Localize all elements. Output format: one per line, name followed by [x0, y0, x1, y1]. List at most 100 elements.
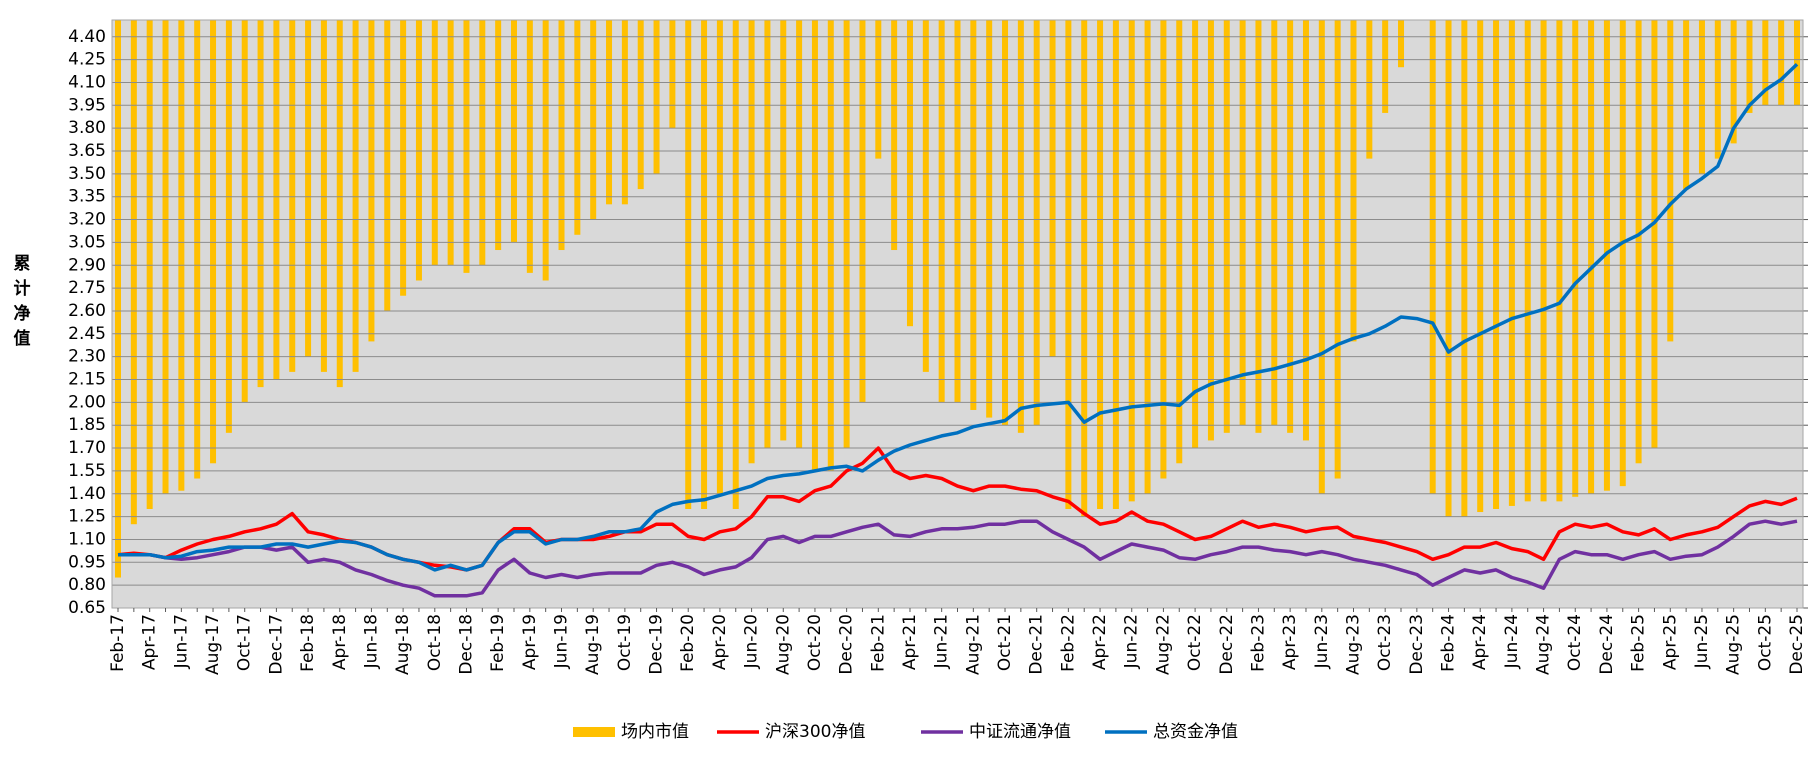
y-tick-label: 2.15 [68, 370, 106, 390]
x-tick-label: Oct-18 [425, 614, 445, 671]
legend-item: 沪深300净值 [717, 722, 865, 742]
bar [716, 20, 723, 494]
x-tick-label: Feb-18 [298, 614, 318, 672]
line-series [118, 62, 1799, 572]
x-tick-label: Dec-24 [1597, 614, 1617, 675]
bar [1271, 20, 1278, 426]
bar [1635, 20, 1642, 464]
x-tick-label: Aug-22 [1153, 614, 1173, 675]
y-tick-label: 1.85 [68, 415, 106, 435]
x-tick-label: Feb-25 [1629, 614, 1649, 672]
bar [1461, 20, 1468, 517]
bar [1144, 20, 1151, 494]
bar [938, 20, 945, 403]
bar [1540, 20, 1547, 502]
x-tick-label: Jun-22 [1122, 614, 1142, 669]
x-tick-label: Dec-18 [456, 614, 476, 675]
bar [1160, 20, 1167, 479]
bar [796, 20, 803, 449]
y-tick-label: 1.40 [68, 484, 106, 504]
bar [305, 20, 312, 357]
bar [1762, 20, 1769, 106]
y-tick-label: 2.45 [68, 324, 106, 344]
legend-label: 总资金净值 [1153, 722, 1238, 742]
bar [1508, 20, 1515, 506]
x-tick-label: Aug-17 [203, 614, 223, 675]
line-series [118, 519, 1798, 598]
bar [701, 20, 708, 509]
bar [574, 20, 581, 235]
bar [162, 20, 169, 494]
y-tick-label: 4.25 [68, 50, 106, 70]
bar [1176, 20, 1183, 464]
x-tick-label: Jun-25 [1692, 614, 1712, 669]
x-tick-label: Feb-21 [868, 614, 888, 672]
bar [368, 20, 375, 342]
x-tick-label: Jun-17 [171, 614, 191, 669]
y-tick-label: 2.60 [68, 301, 106, 321]
y-tick-label: 3.65 [68, 141, 106, 161]
bar [210, 20, 217, 464]
bar [1255, 20, 1262, 433]
bar [542, 20, 549, 281]
x-tick-label: Jun-21 [932, 614, 952, 669]
y-tick-label: 4.40 [68, 27, 106, 47]
bar [1350, 20, 1357, 342]
x-tick-label: Feb-23 [1248, 614, 1268, 672]
x-tick-label: Oct-24 [1565, 614, 1585, 671]
bar [1207, 20, 1214, 441]
y-tick-label: 2.75 [68, 278, 106, 298]
bar [1493, 20, 1500, 509]
bar [1477, 20, 1484, 513]
x-tick-label: Feb-20 [678, 614, 698, 672]
x-tick-label: Jun-23 [1312, 614, 1332, 669]
x-tick-label: Oct-25 [1755, 614, 1775, 671]
bar [669, 20, 676, 129]
y-tick-label: 3.80 [68, 118, 106, 138]
y-tick-label: 0.95 [68, 552, 106, 572]
x-tick-label: Oct-19 [615, 614, 635, 671]
y-tick-label: 1.25 [68, 507, 106, 527]
x-tick-label: Apr-17 [140, 614, 160, 670]
legend-item: 总资金净值 [1105, 722, 1238, 742]
legend-label: 场内市值 [621, 722, 689, 742]
bar [558, 20, 565, 251]
x-tick-label: Aug-23 [1343, 614, 1363, 675]
x-tick-label: Jun-18 [361, 614, 381, 669]
y-tick-label: 1.55 [68, 461, 106, 481]
x-tick-label: Oct-20 [805, 614, 825, 671]
bar [1065, 20, 1072, 509]
bar [590, 20, 597, 220]
x-tick-label: Apr-23 [1280, 614, 1300, 670]
bar [780, 20, 787, 441]
bar [843, 20, 850, 449]
bar [130, 20, 137, 525]
bar [194, 20, 201, 479]
bar [1683, 20, 1690, 190]
y-axis-title-text: 累计净值 [14, 254, 31, 349]
bar [1287, 20, 1294, 433]
bar [1794, 20, 1800, 106]
bar [1556, 20, 1563, 502]
bar [859, 20, 866, 403]
bar [1081, 20, 1088, 517]
bar [811, 20, 818, 471]
bar [415, 20, 422, 281]
bar [891, 20, 898, 251]
x-tick-label: Aug-18 [393, 614, 413, 675]
bar [178, 20, 185, 491]
bar [1429, 20, 1436, 494]
bar [1049, 20, 1056, 357]
bar [606, 20, 613, 205]
x-tick-label: Apr-20 [710, 614, 730, 670]
bar [732, 20, 739, 509]
bar [1445, 20, 1452, 517]
bar [1112, 20, 1119, 509]
legend-item: 中证流通净值 [921, 722, 1071, 742]
legend-item: 场内市值 [573, 722, 689, 742]
y-tick-label: 3.95 [68, 95, 106, 115]
legend-swatch [573, 727, 615, 737]
bar [1366, 20, 1373, 159]
bar [273, 20, 280, 380]
